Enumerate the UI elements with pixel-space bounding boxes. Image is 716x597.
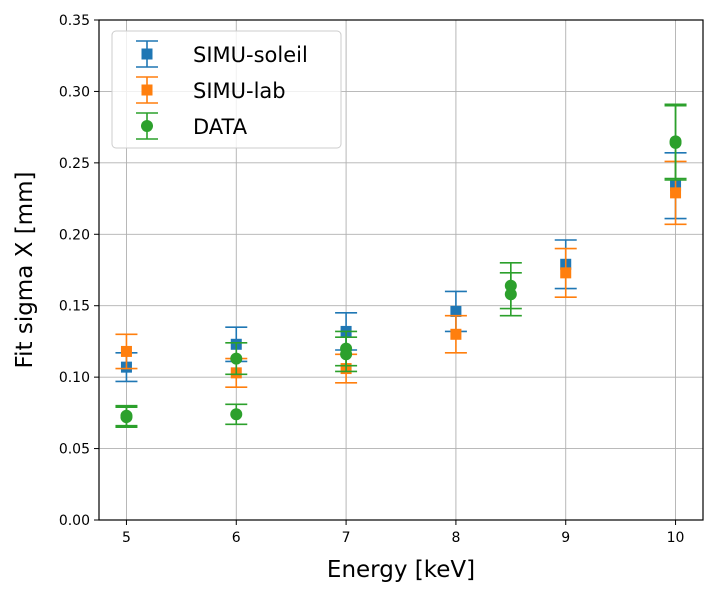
y-tick-label: 0.10 bbox=[59, 370, 90, 386]
data-point bbox=[669, 136, 682, 149]
legend-label: SIMU-lab bbox=[193, 79, 286, 103]
data-point bbox=[670, 187, 682, 199]
legend-marker bbox=[141, 84, 153, 96]
legend-box bbox=[111, 30, 342, 149]
x-tick-label: 6 bbox=[232, 530, 241, 546]
data-point bbox=[560, 267, 572, 279]
data-point bbox=[340, 348, 353, 361]
legend-label: SIMU-soleil bbox=[193, 43, 308, 67]
x-tick-label: 5 bbox=[122, 530, 131, 546]
x-tick-label: 10 bbox=[667, 530, 685, 546]
y-tick-label: 0.05 bbox=[59, 442, 90, 458]
data-point bbox=[120, 409, 133, 422]
x-tick-label: 9 bbox=[561, 530, 570, 546]
data-point bbox=[230, 408, 243, 421]
legend-marker bbox=[141, 120, 153, 132]
y-axis-label: Fit sigma X [mm] bbox=[12, 172, 38, 369]
y-tick-label: 0.35 bbox=[59, 13, 90, 29]
legend-entry: SIMU-soleil bbox=[136, 40, 308, 68]
x-tick-label: 7 bbox=[342, 530, 351, 546]
data-point bbox=[230, 352, 243, 365]
y-tick-label: 0.15 bbox=[59, 299, 90, 315]
legend-entry: SIMU-lab bbox=[136, 76, 286, 104]
x-axis-label: Energy [keV] bbox=[327, 557, 475, 583]
y-tick-label: 0.30 bbox=[59, 84, 90, 100]
y-tick-label: 0.00 bbox=[59, 513, 90, 529]
series-data bbox=[115, 103, 687, 428]
data-point bbox=[504, 288, 517, 301]
data-point bbox=[450, 328, 462, 340]
y-tick-label: 0.20 bbox=[59, 227, 90, 243]
legend-marker bbox=[141, 48, 153, 60]
axes-frame bbox=[98, 19, 704, 521]
data-point bbox=[450, 305, 462, 317]
plot-area bbox=[115, 103, 687, 428]
y-tick-label: 0.25 bbox=[59, 156, 90, 172]
axis-ticks: 5 6 7 8 9 10 0.00 0.05 0.10 0.15 0.20 0.25 0.30 0.35 bbox=[59, 13, 685, 546]
legend-entry: DATA bbox=[136, 112, 248, 140]
data-point bbox=[120, 345, 132, 357]
legend-label: DATA bbox=[193, 115, 248, 139]
legend: SIMU-soleil SIMU-lab DATA bbox=[111, 30, 342, 149]
x-tick-label: 8 bbox=[451, 530, 460, 546]
